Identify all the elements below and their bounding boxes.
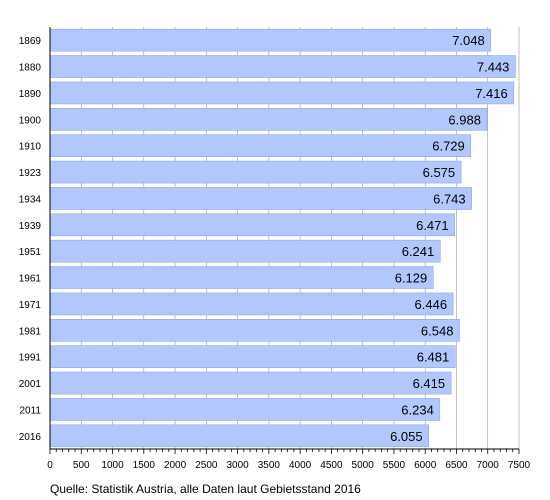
x-tick-label: 7500 xyxy=(508,460,531,471)
bar xyxy=(49,319,460,342)
category-label: 1939 xyxy=(19,221,42,232)
value-label: 6.234 xyxy=(401,402,434,417)
value-label: 6.471 xyxy=(416,218,449,233)
bar xyxy=(49,55,516,78)
source-note: Quelle: Statistik Austria, alle Daten la… xyxy=(50,482,361,496)
category-label: 1991 xyxy=(19,353,42,364)
value-label: 6.055 xyxy=(390,429,423,444)
value-label: 6.988 xyxy=(448,112,481,127)
value-label: 6.575 xyxy=(423,165,456,180)
category-label: 1900 xyxy=(19,115,42,126)
bar xyxy=(49,81,515,105)
value-label: 6.415 xyxy=(413,376,446,391)
x-tick-label: 0 xyxy=(47,460,53,471)
bar xyxy=(49,239,441,263)
x-tick-label: 7000 xyxy=(477,460,500,471)
x-tick-label: 2000 xyxy=(164,460,187,471)
bar xyxy=(49,160,462,184)
bar xyxy=(49,292,454,316)
category-label: 1910 xyxy=(19,142,42,153)
value-label: 6.241 xyxy=(402,244,435,259)
x-tick-label: 1000 xyxy=(101,460,124,471)
category-label: 1981 xyxy=(19,326,42,337)
value-label: 6.548 xyxy=(421,323,454,338)
x-tick-label: 3500 xyxy=(258,460,281,471)
category-label: 1971 xyxy=(19,300,42,311)
x-tick-label: 4000 xyxy=(289,460,312,471)
bar xyxy=(49,187,472,210)
bar xyxy=(49,213,455,237)
x-tick-label: 2500 xyxy=(195,460,218,471)
population-bar-chart: 0 500 1000 1500 2000 2500 3000 3500 4000 4500 5000… xyxy=(19,27,531,471)
x-tick-label: 500 xyxy=(73,460,90,471)
value-label: 6.729 xyxy=(432,139,465,154)
value-label: 6.129 xyxy=(395,271,428,286)
bar xyxy=(49,28,492,52)
x-tick-label: 5500 xyxy=(383,460,406,471)
category-label: 1934 xyxy=(19,194,42,205)
bar xyxy=(49,345,456,368)
bar xyxy=(49,371,452,395)
bar xyxy=(49,424,429,448)
bar xyxy=(49,134,472,157)
x-tick-label: 4500 xyxy=(320,460,343,471)
category-label: 2011 xyxy=(19,405,41,416)
x-tick-label: 3000 xyxy=(226,460,249,471)
value-label: 6.481 xyxy=(417,350,450,365)
value-label: 7.443 xyxy=(477,60,510,75)
category-label: 1880 xyxy=(19,63,42,74)
category-label: 1951 xyxy=(19,247,42,258)
bars-layer xyxy=(49,28,516,448)
bar xyxy=(49,266,434,289)
labels-layer: 1869 7.048 1880 7.443 1890 7.416 1900 6.988 1910… xyxy=(19,33,510,444)
value-label: 6.743 xyxy=(433,191,466,206)
bar xyxy=(49,398,441,421)
x-tick-label: 6500 xyxy=(445,460,468,471)
category-label: 1890 xyxy=(19,89,42,100)
category-label: 1961 xyxy=(19,274,42,285)
category-label: 2001 xyxy=(19,379,42,390)
x-tick-label: 6000 xyxy=(414,460,437,471)
value-label: 7.416 xyxy=(475,86,508,101)
x-tick-label: 5000 xyxy=(352,460,375,471)
category-label: 1869 xyxy=(19,36,42,47)
axis-layer: 0 500 1000 1500 2000 2500 3000 3500 4000 4500 5000… xyxy=(47,27,531,471)
category-label: 1923 xyxy=(19,168,42,179)
x-tick-label: 1500 xyxy=(133,460,156,471)
category-label: 2016 xyxy=(19,432,42,443)
value-label: 6.446 xyxy=(415,297,448,312)
value-label: 7.048 xyxy=(452,33,485,48)
bar xyxy=(49,108,488,131)
